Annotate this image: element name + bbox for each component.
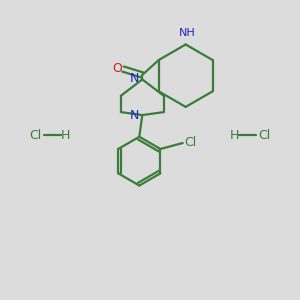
Text: N: N — [129, 72, 139, 85]
Text: O: O — [113, 62, 123, 75]
Text: N: N — [129, 109, 139, 122]
Text: Cl: Cl — [258, 129, 271, 142]
Text: Cl: Cl — [29, 129, 42, 142]
Text: Cl: Cl — [184, 136, 196, 149]
Text: NH: NH — [179, 28, 196, 38]
Text: H: H — [61, 129, 70, 142]
Text: H: H — [230, 129, 239, 142]
